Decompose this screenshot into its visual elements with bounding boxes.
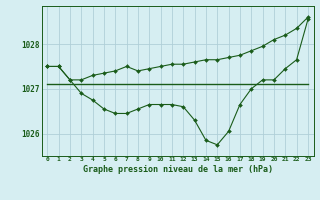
X-axis label: Graphe pression niveau de la mer (hPa): Graphe pression niveau de la mer (hPa)	[83, 165, 273, 174]
